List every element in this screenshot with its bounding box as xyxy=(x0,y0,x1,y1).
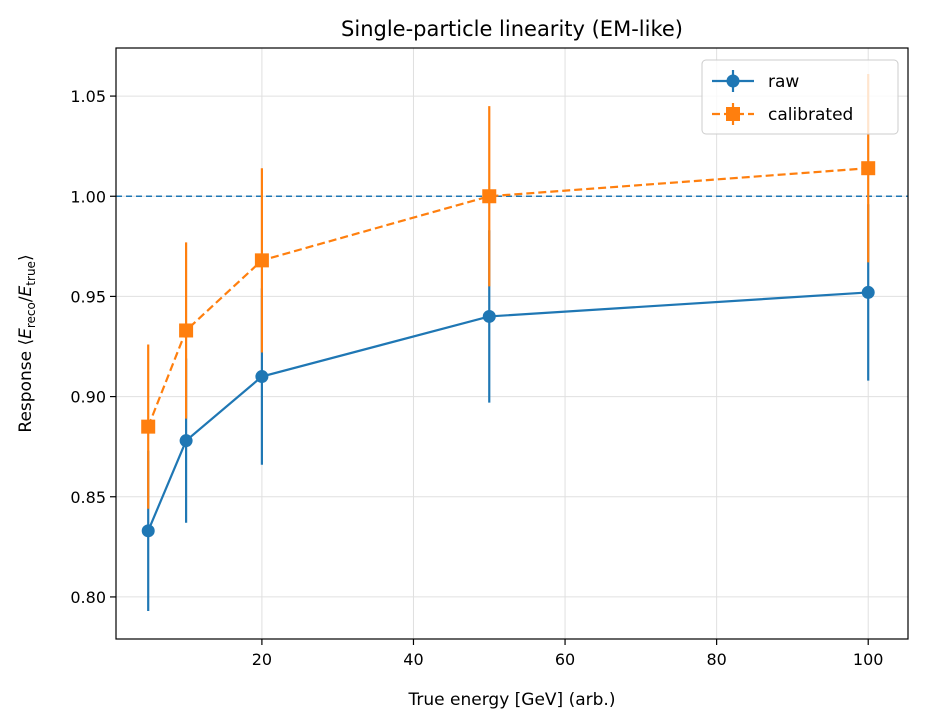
data-point-calibrated xyxy=(141,419,156,434)
legend: raw calibrated xyxy=(701,59,899,135)
y-label-sub-reco: reco xyxy=(24,302,38,328)
data-point-raw xyxy=(255,370,269,384)
ticks: 20 40 60 80 100 0.80 0.85 0.90 0.95 1.00 1.05 xyxy=(70,87,883,669)
series-calibrated xyxy=(141,74,876,509)
x-axis-label: True energy [GeV] (arb.) xyxy=(408,690,616,710)
data-point-calibrated xyxy=(861,161,876,176)
y-label-e-true: E xyxy=(16,285,36,296)
legend-marker xyxy=(726,107,740,121)
y-tick-label: 1.00 xyxy=(70,187,106,206)
y-label-sub-true: true xyxy=(24,261,38,286)
legend-label: calibrated xyxy=(768,105,853,125)
y-tick-label: 0.95 xyxy=(70,287,106,306)
y-label-suffix: ⟩ xyxy=(16,254,36,261)
data-point-calibrated xyxy=(179,323,194,338)
data-point-raw xyxy=(482,309,496,323)
legend-marker xyxy=(726,74,740,88)
legend-box xyxy=(701,59,899,135)
data-point-raw xyxy=(179,434,193,448)
data-point-calibrated xyxy=(482,189,497,204)
y-tick-label: 0.85 xyxy=(70,488,106,507)
x-tick-label: 40 xyxy=(403,650,423,669)
y-label-prefix: Response ⟨ xyxy=(16,339,36,433)
y-tick-label: 0.80 xyxy=(70,588,106,607)
x-tick-label: 100 xyxy=(853,650,884,669)
data-point-raw xyxy=(861,285,875,299)
x-tick-label: 60 xyxy=(555,650,575,669)
y-label-e-reco: E xyxy=(16,328,36,339)
series-layer xyxy=(141,74,876,611)
data-point-raw xyxy=(141,524,155,538)
y-axis-label: Response ⟨Ereco/Etrue⟩ xyxy=(16,254,38,432)
chart-title: Single-particle linearity (EM-like) xyxy=(341,17,683,41)
legend-item-raw: raw xyxy=(712,70,799,92)
data-point-calibrated xyxy=(254,253,269,268)
y-tick-label: 1.05 xyxy=(70,87,106,106)
x-tick-label: 20 xyxy=(252,650,272,669)
y-label-slash: / xyxy=(16,296,36,302)
x-tick-label: 80 xyxy=(706,650,726,669)
plot-area xyxy=(116,48,908,639)
plot-frame xyxy=(115,47,909,640)
legend-label: raw xyxy=(768,72,799,92)
legend-item-calibrated: calibrated xyxy=(712,103,853,125)
y-tick-label: 0.90 xyxy=(70,388,106,407)
